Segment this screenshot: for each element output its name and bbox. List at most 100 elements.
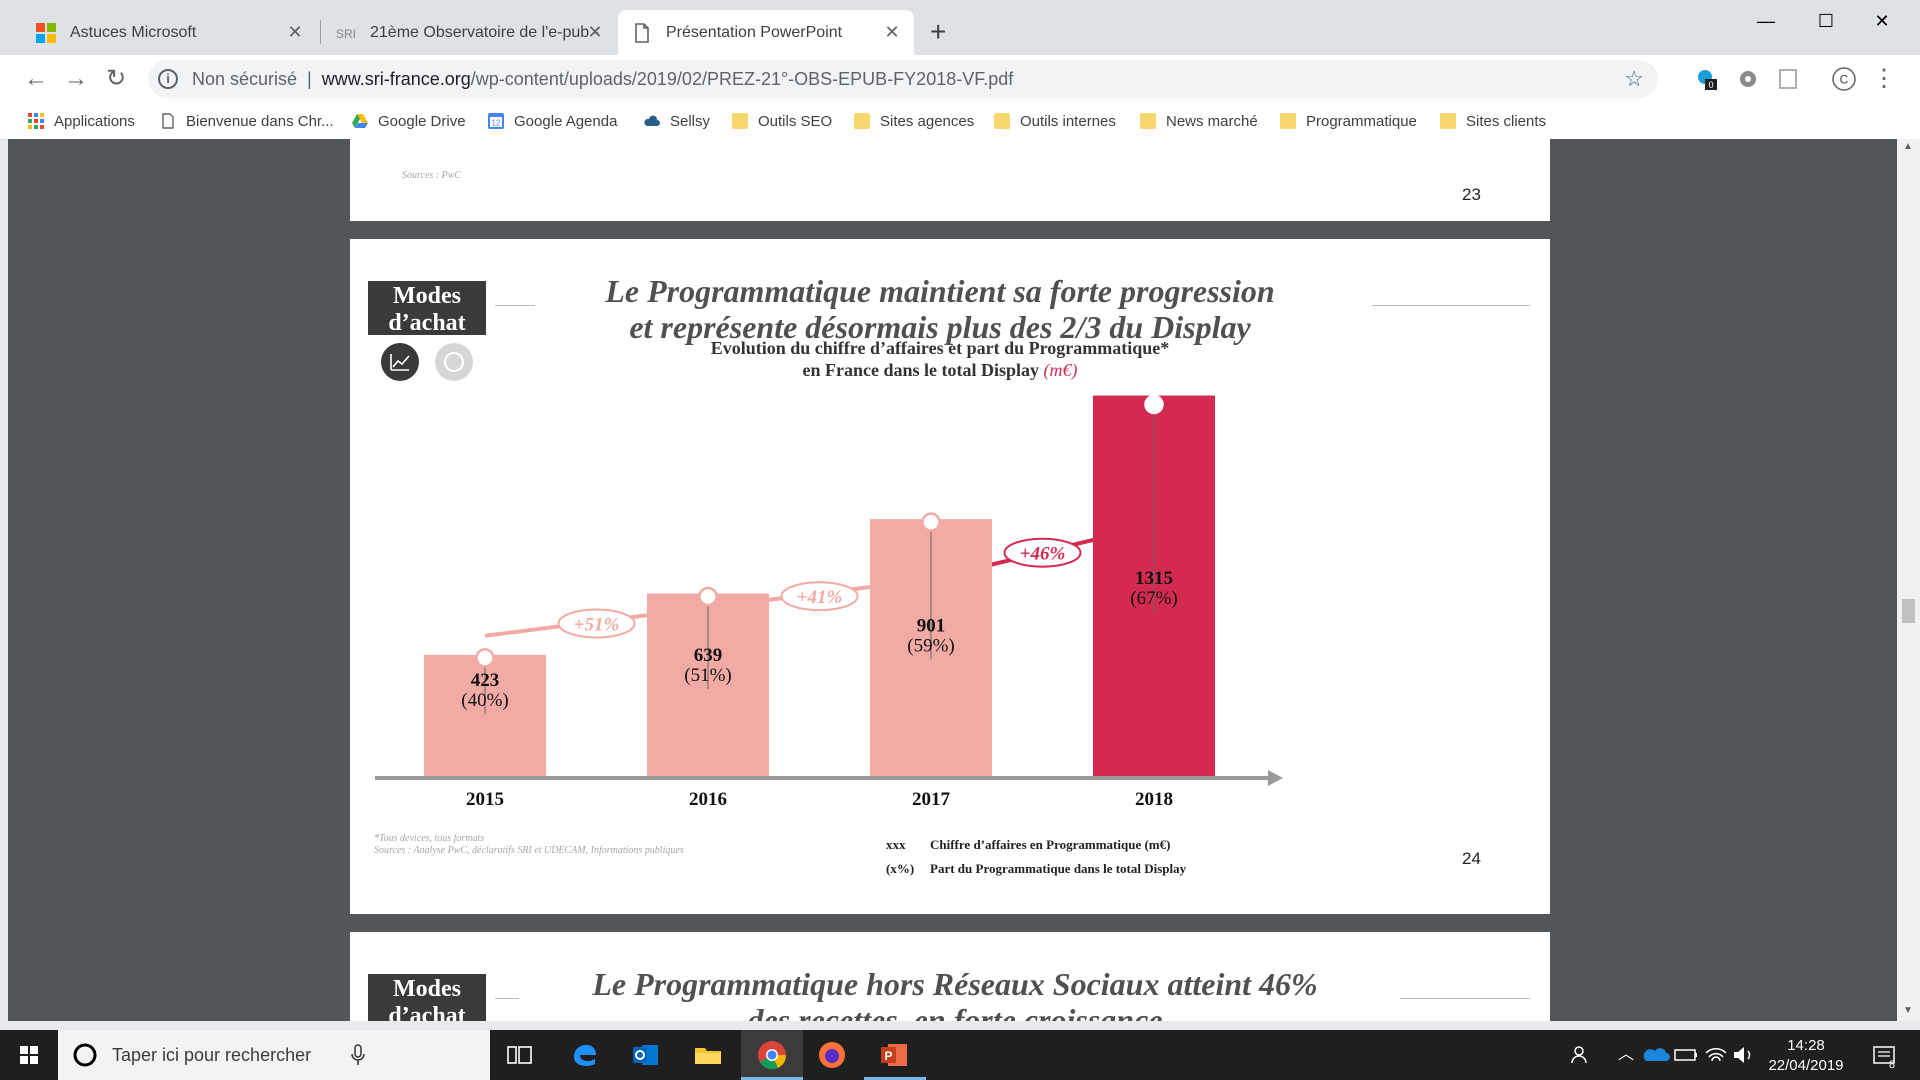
x-axis-arrowhead [1268,770,1283,786]
pdf-viewer[interactable]: Sources : PwC 23 Modes d’achat Le Progra… [8,139,1897,1021]
info-icon[interactable]: i [158,69,178,89]
bookmark-programmatique[interactable]: Programmatique [1280,109,1417,133]
bookmark-bienvenue[interactable]: Bienvenue dans Chr... [160,109,334,133]
apps-grid-icon [28,113,44,129]
bookmark-google-agenda[interactable]: 12 Google Agenda [488,109,617,133]
slide-title: Le Programmatique hors Réseaux Sociaux a… [515,966,1395,1021]
back-arrow-icon[interactable]: ← [24,65,48,92]
drive-icon [352,114,368,128]
footnote-line: *Tous devices, tous formats [374,833,485,844]
firefox-icon[interactable] [816,1039,848,1071]
address-divider: | [307,68,312,89]
legend-item: (x%) Part du Programmatique dans le tota… [886,857,1186,881]
bookmark-google-drive[interactable]: Google Drive [352,109,466,133]
scroll-up-arrow-icon[interactable]: ▲ [1903,141,1913,152]
browser-toolbar: ← → ↻ i Non sécurisé | www.sri-france.or… [0,55,1920,103]
close-tab-icon[interactable]: ✕ [287,22,303,42]
bookmark-sites-agences[interactable]: Sites agences [854,109,974,133]
legend-text: Chiffre d’affaires en Programmatique (m€… [930,837,1171,852]
folder-icon [994,113,1010,129]
reload-icon[interactable]: ↻ [105,65,127,92]
bookmark-news-marche[interactable]: News marché [1140,109,1258,133]
chart-trend-icon [381,343,419,381]
title-rule-right [1372,305,1530,306]
bookmark-sellsy[interactable]: Sellsy [644,109,710,133]
forward-arrow-icon[interactable]: → [64,65,88,92]
menu-dots-icon[interactable]: ⋮ [1872,65,1896,92]
maximize-window-icon[interactable]: ☐ [1817,11,1835,31]
new-tab-button[interactable]: + [930,16,947,47]
bookmark-outils-seo[interactable]: Outils SEO [732,109,832,133]
pdf-extension-icon[interactable] [1776,67,1800,91]
people-icon[interactable] [1566,1039,1598,1071]
bookmark-outils-internes[interactable]: Outils internes [994,109,1116,133]
scrollbar-thumb[interactable] [1902,599,1915,623]
folder-icon [1440,113,1456,129]
calendar-icon-day: 12 [492,119,501,128]
microphone-icon[interactable] [350,1044,366,1066]
bookmark-star-icon[interactable]: ☆ [1624,66,1644,91]
extension-icon[interactable]: 0 [1695,67,1719,91]
tab-title: Astuces Microsoft [70,23,197,41]
bookmark-label: Sellsy [670,112,711,130]
file-explorer-icon[interactable] [692,1039,724,1071]
close-window-icon[interactable]: ✕ [1874,11,1890,31]
minimize-window-icon[interactable]: — [1757,11,1775,31]
bookmarks-bar: Applications Bienvenue dans Chr... Googl… [0,103,1920,140]
modes-achat-badge: Modes d’achat [368,974,486,1021]
tab-presentation-powerpoint[interactable]: Présentation PowerPoint ✕ [618,10,914,55]
action-center-icon[interactable]: 8 [1868,1039,1900,1071]
svg-text:P: P [884,1049,892,1063]
chart-subtitle: Evolution du chiffre d’affaires et part … [560,337,1320,381]
settings-extension-icon[interactable] [1736,67,1760,91]
share-label: (59%) [907,635,954,656]
page-number: 23 [1462,185,1481,204]
bookmark-label: Programmatique [1306,112,1417,130]
legend-key: xxx [886,837,906,852]
tab-sri-observatoire[interactable]: SRI 21ème Observatoire de l'e-pub - ✕ [322,10,617,55]
chrome-icon[interactable] [756,1039,788,1071]
profile-avatar[interactable]: C [1832,67,1856,91]
task-view-icon[interactable] [504,1039,536,1071]
badge-line: d’achat [388,310,466,336]
bookmark-label: Applications [54,112,135,130]
value-label: 423 [471,670,500,691]
pdf-scrollbar[interactable]: ▲ ▼ [1897,139,1920,1021]
system-clock[interactable]: 14:28 22/04/2019 [1756,1036,1856,1076]
value-label: 639 [694,645,723,666]
bookmark-label: Sites clients [1466,112,1547,130]
scroll-down-arrow-icon[interactable]: ▼ [1903,1005,1913,1016]
close-tab-icon[interactable]: ✕ [884,22,900,42]
legend-key: (x%) [886,861,915,876]
data-point-marker [921,512,941,532]
taskbar-search[interactable]: Taper ici pour rechercher [58,1030,490,1080]
growth-rate-label: +46% [1020,544,1066,565]
onedrive-icon[interactable] [1640,1039,1672,1071]
address-bar[interactable]: i Non sécurisé | www.sri-france.org /wp-… [148,60,1658,98]
folder-icon [1280,113,1296,129]
url-host: www.sri-france.org [321,68,471,89]
microsoft-logo-icon [36,22,56,43]
windows-start-icon[interactable] [0,1030,58,1080]
title-rule-right [1400,998,1530,999]
bookmark-label: News marché [1166,112,1258,130]
close-tab-icon[interactable]: ✕ [587,22,603,42]
powerpoint-icon[interactable]: P [878,1039,910,1071]
wifi-icon[interactable] [1700,1039,1732,1071]
security-status[interactable]: Non sécurisé [192,68,298,89]
battery-icon[interactable] [1670,1039,1702,1071]
bookmark-applications[interactable]: Applications [28,109,135,133]
share-label: (40%) [461,690,508,711]
tab-astuces-microsoft[interactable]: Astuces Microsoft ✕ [22,10,317,55]
slide-title-line: Le Programmatique maintient sa forte pro… [605,273,1275,309]
slide-title: Le Programmatique maintient sa forte pro… [510,273,1370,345]
bookmark-label: Outils SEO [758,112,833,130]
bookmark-label: Sites agences [880,112,975,130]
bookmark-sites-clients[interactable]: Sites clients [1440,109,1546,133]
outlook-icon[interactable] [630,1039,662,1071]
show-hidden-icons-chevron-icon[interactable]: ︿ [1618,1046,1635,1063]
volume-icon[interactable] [1728,1039,1760,1071]
calendar-icon: 12 [488,113,504,129]
pdf-page-23: Sources : PwC 23 [350,139,1550,221]
edge-browser-icon[interactable] [568,1039,600,1071]
